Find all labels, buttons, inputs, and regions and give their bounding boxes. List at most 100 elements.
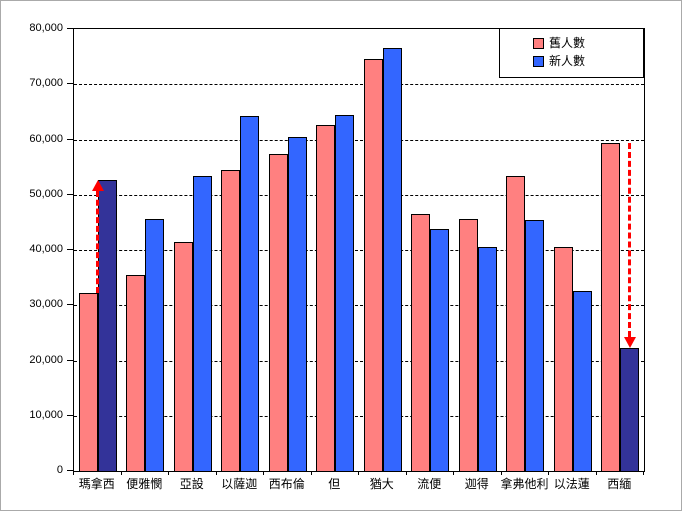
y-axis-tick [67,83,73,85]
bar-group [407,29,455,471]
x-axis-label-3: 以薩迦 [221,477,258,491]
x-axis-tick [120,471,122,475]
x-axis-tick [500,471,502,475]
bar-new-8 [477,247,497,471]
gridline [74,250,644,251]
increase-arrow-line [96,190,100,294]
bar-old-2 [173,241,193,471]
y-axis-label: 80,000 [29,22,63,34]
x-axis-label-10: 以法蓮 [553,477,590,491]
bar-old-1 [126,275,146,471]
increase-arrow-icon [91,179,104,191]
bar-group [217,29,265,471]
bar-group [169,29,217,471]
x-axis-label-2: 亞設 [179,477,204,491]
x-axis-tick [595,471,597,475]
bar-group [549,29,597,471]
gridline [74,139,644,141]
gridline [74,194,644,196]
bar-new-0 [97,179,117,471]
bar-new-6 [382,48,402,471]
bar-group [74,29,122,471]
gridline [74,415,644,417]
decrease-arrow-line [628,143,632,338]
bar-old-6 [363,58,383,471]
y-axis-tick [67,138,73,140]
bar-new-1 [145,219,165,471]
x-axis-label-7: 流便 [417,477,442,491]
bar-old-11 [601,143,621,471]
bar-new-11 [620,348,640,471]
bar-new-3 [240,115,260,471]
bar-old-0 [78,293,98,471]
bar-group [264,29,312,471]
y-axis-tick [67,193,73,195]
gridline [74,84,644,86]
legend-item-old: 舊人數 [533,36,643,50]
bar-group [502,29,550,471]
legend-label-old: 舊人數 [549,36,586,50]
bar-old-5 [316,124,336,471]
x-axis-tick [548,471,549,475]
x-axis-tick [168,471,169,475]
x-axis-label-11: 西緬 [607,477,632,491]
bar-new-7 [430,229,450,471]
x-axis-tick [310,471,312,475]
plot-area [73,28,645,472]
y-axis-label: 70,000 [29,77,63,90]
y-axis-label: 50,000 [29,187,63,200]
bar-old-7 [411,214,431,471]
legend-swatch-new-icon [533,55,544,67]
bar-new-5 [335,115,355,471]
y-axis-tick [67,28,73,29]
x-axis-tick [643,471,644,475]
x-axis-label-9: 拿弗他利 [500,477,549,491]
bar-new-4 [287,136,307,471]
bar-series [74,29,644,471]
y-axis-tick [67,304,73,306]
y-axis-label: 40,000 [29,243,63,255]
bar-new-10 [572,291,592,471]
decrease-arrow-icon [623,337,636,349]
bar-group [122,29,170,471]
bar-new-2 [192,175,212,471]
x-axis-tick [358,471,359,475]
y-axis-tick [67,414,73,416]
y-axis-label: 0 [56,464,63,476]
bar-old-8 [458,218,478,471]
legend: 舊人數 新人數 [499,28,644,78]
bar-old-10 [553,247,573,471]
y-axis-label: 60,000 [29,132,63,145]
y-axis-tick [67,249,73,250]
bar-group [312,29,360,471]
x-axis-label-8: 迦得 [464,477,489,491]
y-axis-tick [67,359,73,361]
x-axis-tick [405,471,407,475]
gridline [74,305,644,307]
legend-swatch-old-icon [533,37,544,49]
legend-label-new: 新人數 [549,54,586,68]
x-axis-label-5: 但 [328,477,341,491]
bar-old-3 [221,170,241,471]
bar-new-9 [525,220,545,471]
bar-group [359,29,407,471]
x-axis-tick [453,471,454,475]
x-axis-tick [263,471,264,475]
legend-item-new: 新人數 [533,54,643,68]
x-axis-label-1: 便雅憫 [126,477,163,491]
x-axis-tick [73,471,74,475]
y-axis-label: 20,000 [29,353,63,366]
x-axis-label-0: 瑪拿西 [78,477,115,491]
y-axis-label: 30,000 [29,298,63,311]
x-axis-label-4: 西布倫 [268,477,305,491]
gridline [74,360,644,362]
x-axis-label-6: 猶大 [369,477,394,491]
x-axis-tick [215,471,217,475]
bar-group [597,29,645,471]
bar-old-4 [268,153,288,471]
y-axis-tick [67,470,73,471]
bar-group [454,29,502,471]
bar-old-9 [506,175,526,471]
y-axis-label: 10,000 [29,408,63,421]
